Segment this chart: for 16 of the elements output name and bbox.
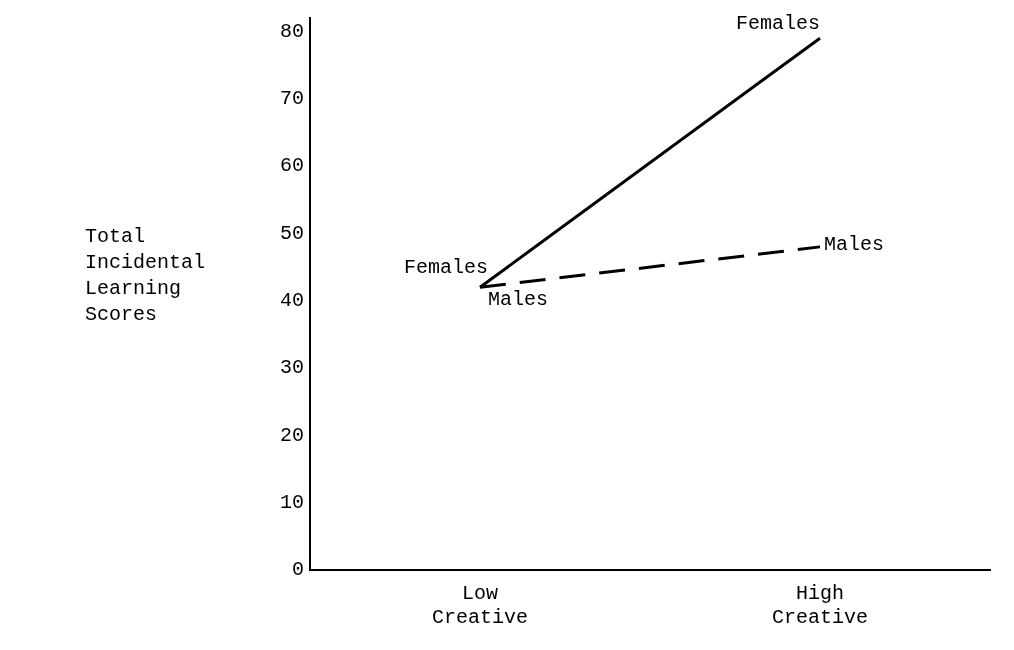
- series-label: Males: [488, 287, 549, 311]
- y-tick-label: 40: [279, 289, 304, 313]
- x-tick-label: High Creative: [771, 582, 869, 630]
- y-tick-label: 20: [279, 423, 304, 447]
- x-tick-label: Low Creative: [431, 582, 529, 630]
- text: Females: [735, 12, 820, 36]
- y-tick-label: 60: [279, 154, 304, 178]
- y-tick-label: 0: [291, 558, 304, 582]
- y-tick-label: 10: [279, 490, 304, 514]
- y-tick-label: 80: [279, 19, 304, 43]
- y-axis-title: Total Incidental Learning Scores: [85, 224, 206, 328]
- text: Males: [824, 233, 885, 257]
- y-tick-label: 50: [279, 221, 304, 245]
- y-tick-label: 70: [279, 87, 304, 111]
- y-tick-label: 30: [279, 356, 304, 380]
- series-label: Females: [403, 255, 488, 279]
